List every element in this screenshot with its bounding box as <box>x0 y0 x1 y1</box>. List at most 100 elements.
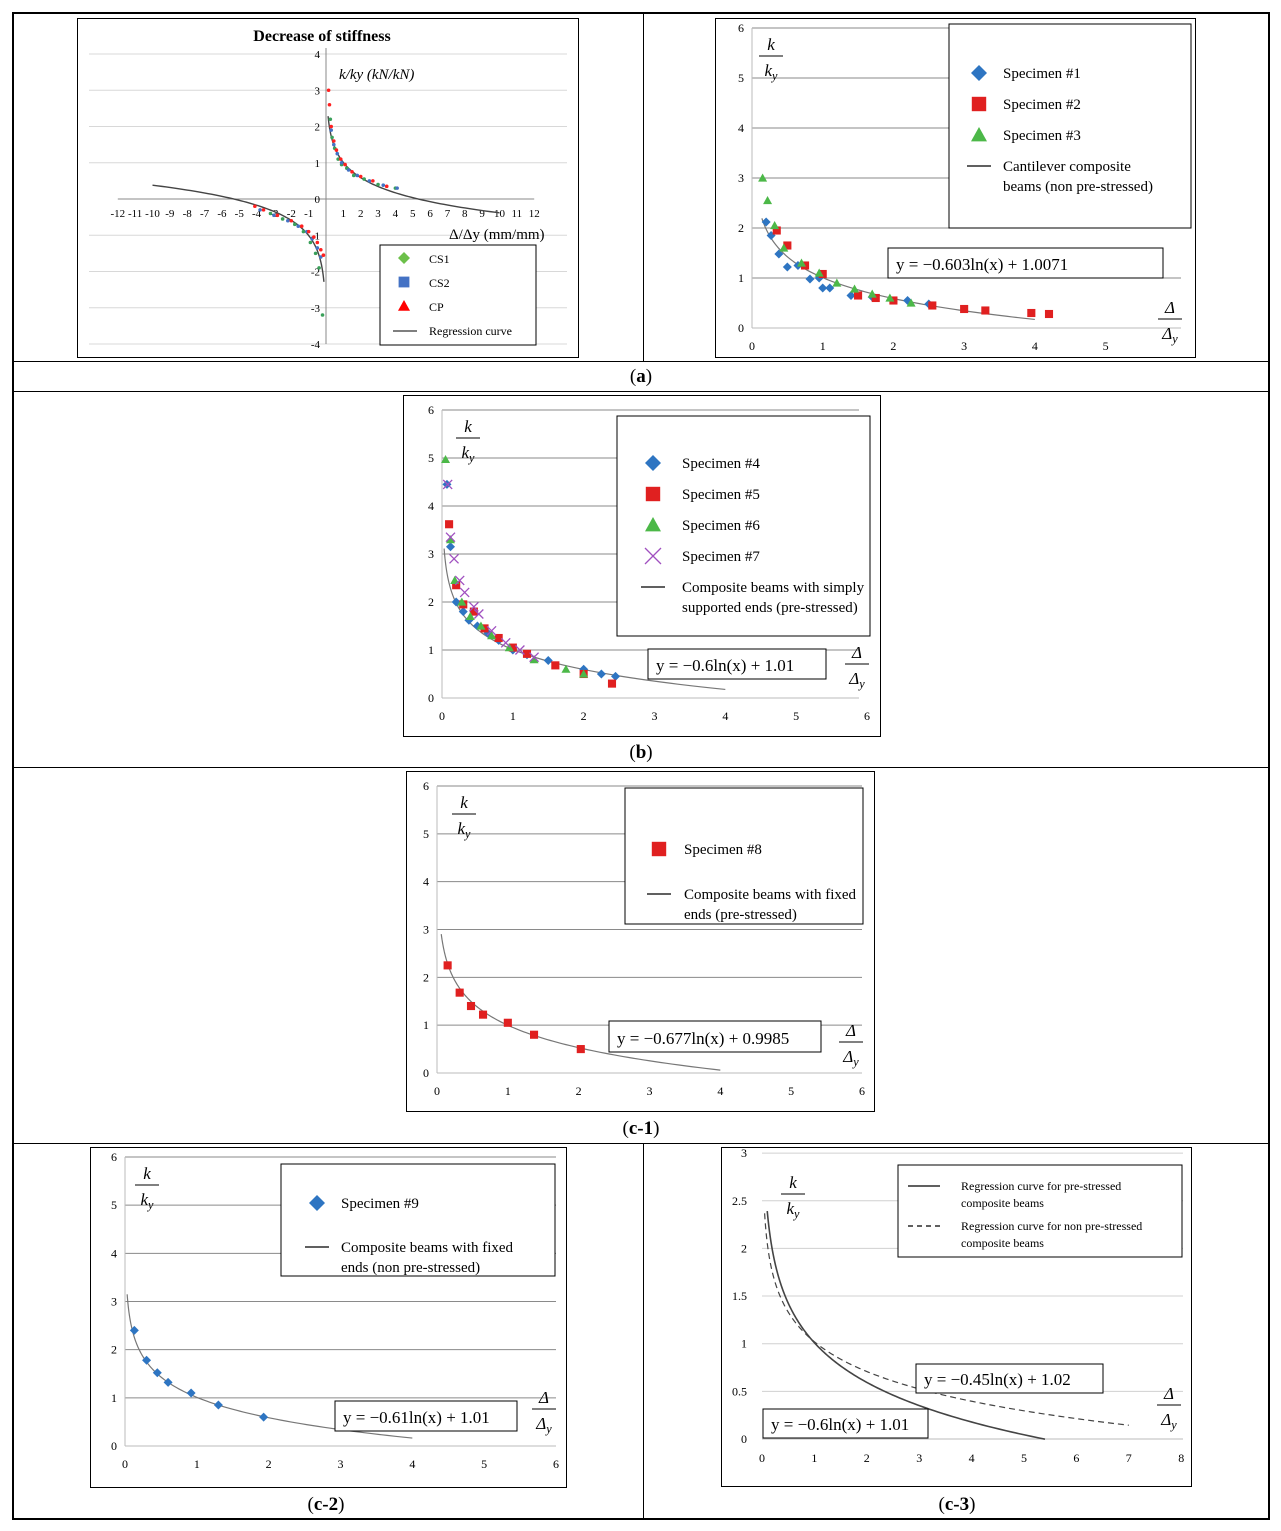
equation-label: y = −0.6ln(x) + 1.01 <box>656 656 794 675</box>
x-axis-label-num: Δ <box>538 1388 549 1407</box>
data-point <box>336 157 340 161</box>
data-point <box>494 633 503 643</box>
data-point <box>551 661 560 670</box>
data-point <box>797 258 806 267</box>
legend-marker <box>398 300 410 311</box>
data-point <box>473 609 484 619</box>
data-point <box>487 631 497 640</box>
x-tick-label: 6 <box>859 1084 865 1098</box>
y-tick-label: 1 <box>315 158 321 170</box>
equation-label: y = −0.61ln(x) + 1.01 <box>343 1408 490 1427</box>
data-point <box>514 645 525 655</box>
data-point <box>867 289 877 298</box>
data-point <box>253 204 257 209</box>
chart-a-right: 0 1 2 3 4 5 6 0 1 2 3 4 5 k ky Δ Δy Specimen #1 Specimen #… <box>715 18 1196 358</box>
data-point <box>321 253 326 257</box>
x-tick-label: 7 <box>445 208 451 220</box>
data-point <box>763 196 773 205</box>
x-tick-label: 0 <box>759 1451 765 1465</box>
data-point <box>338 157 343 161</box>
x-tick-label: 0 <box>434 1084 440 1098</box>
x-axis-label-num: Δ <box>1163 1384 1174 1403</box>
x-tick-label: 2 <box>266 1457 272 1471</box>
x-tick-label: 1 <box>820 339 826 353</box>
x-tick-label: 3 <box>961 339 967 353</box>
data-point <box>814 268 824 277</box>
y-axis-label-num: k <box>460 793 468 812</box>
data-point <box>350 170 354 174</box>
data-point <box>928 301 937 310</box>
legend-label: composite beams <box>961 1236 1044 1250</box>
x-tick-label: -9 <box>165 208 175 220</box>
legend-marker <box>644 547 662 565</box>
data-point <box>1027 308 1036 318</box>
grid-v-bottom <box>643 1143 644 1520</box>
data-point <box>468 601 479 612</box>
y-tick-label: 2 <box>423 970 429 984</box>
x-tick-label: 6 <box>864 709 870 723</box>
x-tick-label: -11 <box>128 208 142 220</box>
x-tick-label: 2 <box>581 709 587 723</box>
data-point <box>384 184 389 189</box>
data-point <box>268 211 273 216</box>
data-point <box>596 669 606 679</box>
data-point <box>330 135 334 140</box>
legend-marker <box>645 486 661 502</box>
data-point <box>301 229 306 234</box>
x-tick-label: 3 <box>375 208 381 220</box>
grid-bottom <box>12 1518 1270 1520</box>
equation-label: y = −0.677ln(x) + 0.9985 <box>617 1029 789 1048</box>
data-point <box>464 615 474 625</box>
data-point <box>312 235 316 239</box>
data-point <box>320 313 325 317</box>
data-point <box>455 988 464 997</box>
x-tick-label: 12 <box>529 208 540 220</box>
y-axis-label-den: ky <box>462 443 476 465</box>
data-point <box>579 669 589 678</box>
legend-marker <box>971 96 987 112</box>
data-point <box>259 1412 269 1422</box>
y-axis-label-den: ky <box>787 1199 801 1221</box>
y-axis-label-den: ky <box>141 1190 155 1212</box>
data-point <box>441 454 451 464</box>
x-tick-label: 1 <box>811 1451 817 1465</box>
y-tick-label: 1 <box>111 1391 117 1405</box>
data-point <box>315 246 320 250</box>
data-point <box>981 306 990 315</box>
data-point <box>213 1400 223 1410</box>
chart-b: 0 1 2 3 4 5 6 0 1 2 3 4 5 6 k ky Δ Δy Specimen #4 Specimen … <box>403 395 881 737</box>
grid-v-top <box>643 12 644 362</box>
x-tick-label: -12 <box>110 208 125 220</box>
data-point <box>258 208 262 212</box>
chart-c3: 0 0.5 1 1.5 2 2.5 3 0 1 2 3 4 5 6 7 8 k ky Δ Δy Regression c… <box>721 1146 1192 1487</box>
legend-label: CS2 <box>429 276 450 290</box>
data-point <box>457 597 467 606</box>
x-tick-label: 1 <box>505 1084 511 1098</box>
legend-label: ends (pre-stressed) <box>684 907 797 923</box>
x-tick-label: -6 <box>217 208 227 220</box>
data-point <box>906 298 916 307</box>
x-tick-label: 2 <box>890 339 896 353</box>
x-tick-label: -4 <box>252 208 262 220</box>
data-point <box>445 532 456 543</box>
x-tick-label: 3 <box>647 1084 653 1098</box>
x-tick-label: 4 <box>969 1451 975 1465</box>
x-tick-label: 4 <box>1032 339 1038 353</box>
equation-box <box>887 247 1164 279</box>
y-axis-label-den: ky <box>765 61 779 83</box>
data-point <box>782 262 792 272</box>
x-tick-label: 4 <box>393 208 399 220</box>
regression-curve <box>766 1211 1046 1440</box>
y-tick-label: 2.5 <box>732 1194 747 1208</box>
data-point <box>318 255 323 259</box>
y-tick-label: 2 <box>111 1343 117 1357</box>
equation-label: y = −0.45ln(x) + 1.02 <box>924 1370 1071 1389</box>
data-point <box>371 179 375 183</box>
legend-label: supported ends (pre-stressed) <box>682 600 858 616</box>
data-point <box>529 652 540 663</box>
data-point <box>772 226 781 235</box>
chart-a-left: -4-3-2-101234-12-11-10-9-8-7-6-5-4-3-2-1… <box>77 18 579 358</box>
y-tick-label: 1 <box>428 643 434 657</box>
legend-label: Specimen #9 <box>341 1196 419 1212</box>
data-point <box>346 168 351 172</box>
